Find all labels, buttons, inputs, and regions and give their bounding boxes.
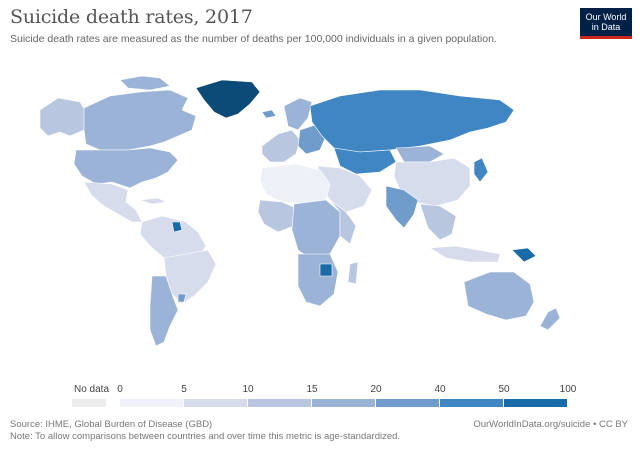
region-canada[interactable] bbox=[83, 89, 197, 151]
footer-source[interactable]: Source: IHME, Global Burden of Disease (… bbox=[10, 419, 213, 430]
region-mongolia[interactable] bbox=[395, 145, 445, 163]
region-southeast-asia[interactable] bbox=[419, 203, 457, 241]
world-map[interactable] bbox=[0, 50, 640, 360]
legend-color-segment[interactable] bbox=[248, 399, 312, 407]
legend-tick-label: 20 bbox=[370, 384, 382, 395]
footer-url-license[interactable]: OurWorldInData.org/suicide • CC BY bbox=[473, 419, 628, 430]
footer-notes: Source: IHME, Global Burden of Disease (… bbox=[10, 419, 400, 443]
legend-color-segment[interactable] bbox=[376, 399, 440, 407]
legend-tick-label: 10 bbox=[242, 384, 254, 395]
logo-line-2: in Data bbox=[591, 22, 621, 32]
owid-logo[interactable]: Our World in Data bbox=[580, 8, 632, 39]
region-mexico[interactable] bbox=[83, 181, 143, 223]
legend-tick-label: 100 bbox=[559, 384, 577, 395]
region-central-africa[interactable] bbox=[291, 199, 341, 261]
legend-tick-label: 0 bbox=[117, 384, 123, 395]
region-usa[interactable] bbox=[73, 147, 179, 189]
region-korea-japan[interactable] bbox=[473, 157, 489, 183]
legend-color-segment[interactable] bbox=[120, 399, 184, 407]
legend-no-data-swatch bbox=[72, 399, 106, 407]
legend-tick-label: 5 bbox=[181, 384, 187, 395]
chart-subtitle: Suicide death rates are measured as the … bbox=[10, 33, 497, 45]
region-alaska[interactable] bbox=[39, 97, 87, 137]
chart-title: Suicide death rates, 2017 bbox=[10, 6, 253, 28]
region-papua-new-guinea[interactable] bbox=[511, 247, 537, 263]
legend-tick-label: 40 bbox=[434, 384, 446, 395]
region-greenland[interactable] bbox=[195, 79, 261, 119]
region-southern-cone[interactable] bbox=[149, 275, 179, 347]
legend-tick-label: 50 bbox=[498, 384, 510, 395]
region-india[interactable] bbox=[385, 185, 419, 229]
region-canada-islands[interactable] bbox=[119, 75, 171, 91]
region-uruguay[interactable] bbox=[177, 293, 187, 303]
region-western-europe[interactable] bbox=[261, 129, 301, 163]
region-indonesia[interactable] bbox=[429, 245, 501, 263]
logo-line-1: Our World bbox=[585, 12, 627, 22]
region-iceland[interactable] bbox=[261, 109, 277, 119]
region-scandinavia[interactable] bbox=[283, 97, 313, 131]
legend-color-segment[interactable] bbox=[440, 399, 504, 407]
region-madagascar[interactable] bbox=[347, 261, 359, 285]
region-guyana[interactable] bbox=[171, 221, 183, 233]
footer-note: Note: To allow comparisons between count… bbox=[10, 431, 401, 442]
legend-tick-label: 15 bbox=[306, 384, 318, 395]
region-zimbabwe[interactable] bbox=[319, 263, 333, 277]
region-north-africa[interactable] bbox=[259, 163, 331, 205]
region-central-asia[interactable] bbox=[333, 147, 397, 175]
region-australia[interactable] bbox=[463, 271, 535, 321]
region-china[interactable] bbox=[393, 157, 471, 207]
legend-color-segment[interactable] bbox=[184, 399, 248, 407]
region-russia[interactable] bbox=[309, 89, 515, 153]
legend-no-data-label: No data bbox=[74, 384, 110, 395]
region-caribbean[interactable] bbox=[139, 197, 167, 205]
region-new-zealand[interactable] bbox=[539, 307, 561, 331]
legend-color-segment[interactable] bbox=[312, 399, 376, 407]
color-legend: No data 0 5 10 15 20 40 50 100 bbox=[0, 378, 640, 410]
region-southern-africa[interactable] bbox=[297, 253, 339, 307]
region-east-africa[interactable] bbox=[329, 199, 357, 245]
region-west-africa[interactable] bbox=[257, 199, 297, 233]
legend-color-segment[interactable] bbox=[504, 399, 568, 407]
